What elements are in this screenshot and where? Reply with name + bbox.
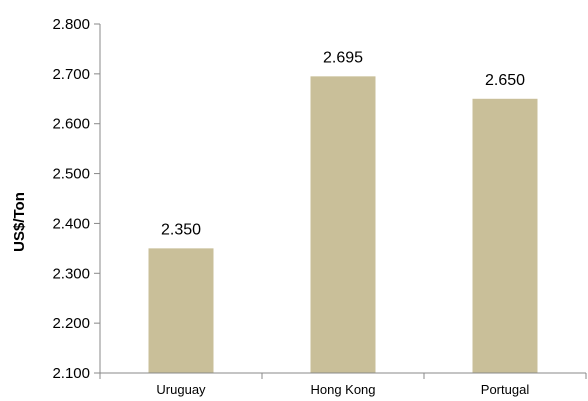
y-tick-label: 2.400 bbox=[52, 215, 90, 232]
y-tick-label: 2.500 bbox=[52, 166, 90, 183]
axes-group: 2.100 2.200 2.300 2.400 2.500 2.600 2.700 2.800… bbox=[52, 16, 587, 397]
x-category-label: Hong Kong bbox=[310, 382, 375, 397]
bars-group: 2.350 2.695 2.650 bbox=[148, 49, 538, 374]
bar-uruguay bbox=[148, 248, 214, 373]
y-tick-label: 2.700 bbox=[52, 66, 90, 83]
bar-hong-kong bbox=[310, 76, 376, 373]
y-axis-title: US$/Ton bbox=[11, 192, 28, 252]
y-tick-label: 2.600 bbox=[52, 116, 90, 133]
data-label: 2.350 bbox=[161, 221, 201, 238]
x-category-label: Uruguay bbox=[156, 382, 206, 397]
y-tick-label: 2.800 bbox=[52, 16, 90, 33]
y-tick-label: 2.300 bbox=[52, 265, 90, 282]
bar-portugal bbox=[472, 98, 538, 374]
x-category-label: Portugal bbox=[481, 382, 530, 397]
data-label: 2.695 bbox=[323, 49, 363, 66]
y-tick-label: 2.200 bbox=[52, 315, 90, 332]
y-tick-label: 2.100 bbox=[52, 365, 90, 382]
data-label: 2.650 bbox=[485, 72, 525, 89]
